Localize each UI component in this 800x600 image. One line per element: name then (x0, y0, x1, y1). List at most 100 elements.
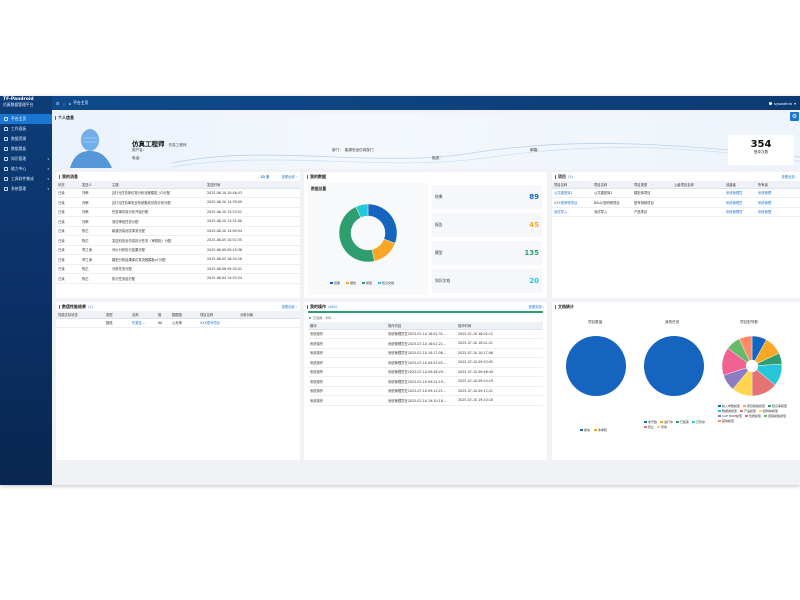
table-row[interactable]: 系统操作 系统管理员在2025-07-10 10:17:06... 2025-07-… (308, 348, 543, 358)
data-total-slice[interactable] (355, 203, 369, 218)
messages-count-badge: 23 条 (260, 175, 270, 179)
table-cell[interactable]: XXX型号项目 (198, 318, 238, 328)
table-row[interactable]: 已读 陈亿 发送机安全仿真执行任务（审核批）分配 2025-06-05 10:52:3… (56, 235, 300, 246)
table-row[interactable]: 已读 陈亿 执行任务结分配 2025-06-04 14:53:24 (56, 273, 300, 284)
table-row[interactable]: 系统操作 系统管理员在2025-07-10 16:01:21... 2025-07-… (308, 338, 543, 349)
stat-box[interactable]: 结果 89 (432, 185, 542, 209)
operations-more-link[interactable]: 查看全部 › (528, 305, 544, 309)
table-row[interactable]: 已读 刘荣 任务单仿真分析开始分配 2025-06-10 13:53:51 (56, 207, 300, 217)
legend-item[interactable]: 数据类模型 (718, 409, 737, 413)
legend-item[interactable]: 进行中 (660, 420, 673, 424)
legend-item[interactable]: 项目模板模型 (743, 404, 765, 408)
legend-item[interactable]: 未开始 (644, 420, 657, 424)
table-cell[interactable]: 系统管理员 (724, 188, 756, 198)
legend-item[interactable]: 暂停 (657, 425, 667, 429)
table-cell[interactable]: 系统管理 (756, 188, 800, 198)
legend-item[interactable]: 报告 (346, 281, 356, 285)
gear-icon (4, 187, 8, 191)
menu-toggle-icon[interactable]: ☰ (56, 100, 60, 106)
table-row[interactable]: 系统操作 系统管理员在2025-07-10 09:24:19... 2025-07-… (308, 376, 543, 387)
sidebar-item-tools[interactable]: 工具软件集成 ▾ (0, 174, 52, 184)
legend-item[interactable]: 其他模型 (718, 419, 734, 423)
table-row[interactable]: 已读 陈亿 分析任务分配 2025-06-06 09:30:42 (56, 264, 300, 274)
legend-item[interactable]: 结果 (330, 281, 340, 285)
data-total-slice[interactable] (367, 203, 398, 244)
data-total-slice[interactable] (371, 238, 396, 262)
stat-box[interactable]: 模型 135 (432, 241, 542, 265)
table-cell[interactable]: 系统管理员 (724, 197, 756, 208)
sidebar-item-capability[interactable]: 能力中心 ▾ (0, 164, 52, 174)
table-cell[interactable]: 系统管理 (756, 207, 800, 217)
legend-item[interactable]: 输入参数模型 (718, 404, 740, 408)
table-row[interactable]: 已读 刘荣 [执行]任务单安全系统集成仿真分析分配 2025-06-10 14:39:… (56, 197, 300, 208)
table-cell[interactable]: 失重性... (130, 318, 156, 328)
field-dept-value: 能源安全仿真部门 (344, 148, 374, 152)
legend-item[interactable]: 产品模型 (740, 409, 756, 413)
table-row[interactable]: 已读 李江涛 评价分析执行结果分配 2025-06-09 09:19:36 (56, 245, 300, 255)
table-row[interactable]: 系统操作 系统管理员在2025-07-10 16:02:32... 2025-07-… (308, 329, 543, 339)
legend-swatch (759, 409, 763, 413)
legend-item[interactable]: 未审核 (594, 428, 607, 432)
legend-item[interactable]: 性能模型 (744, 414, 761, 418)
table-row[interactable]: 系统操作 系统管理员在2025-07-10 19:10:18... 2025-07-… (308, 395, 543, 406)
analysis-more-link[interactable]: 查看全部 › (281, 305, 297, 309)
stat-box[interactable]: 知识文档 20 (432, 269, 542, 293)
chart-title-project-count: 项目数量 (588, 320, 603, 324)
analysis-table-body: 数值 失重性... 60 公允率 XXX型号项目 (56, 318, 300, 328)
my-data-title: 我的数据 (310, 173, 326, 179)
table-row[interactable]: 已读 刘荣 测试审批任务分配 2025-06-10 13:31:00 (56, 216, 300, 227)
messages-more-link[interactable]: 查看全部 › (281, 175, 297, 179)
table-cell[interactable]: 公共模型库1 (552, 188, 592, 198)
chart-title-model-count: 项目型号数 (740, 320, 758, 324)
table-row[interactable]: 测试导入 测试导入 产品项目 系统管理员 系统管理 (552, 207, 800, 217)
sidebar-item-knowledge[interactable]: 知识管理 ▾ (0, 154, 52, 164)
legend-item[interactable]: 已暂停 (692, 420, 705, 424)
table-row[interactable]: 已读 刘荣 [执行]任务单仿真分析流程模型_V2分配 2025-06-10 10:46… (56, 188, 300, 198)
col-creator: 创建者 (724, 181, 756, 189)
table-cell: 2025-06-10 10:46:43 (205, 188, 300, 198)
legend-item[interactable]: 知识文档 (378, 281, 394, 285)
project-count-slice[interactable] (566, 336, 626, 396)
col-data-value: 数据值 (170, 311, 198, 319)
table-cell[interactable]: XXX型研修项目 (552, 197, 592, 208)
legend-item[interactable]: 层级模板模型 (763, 414, 786, 418)
table-row[interactable]: 数值 失重性... 60 公允率 XXX型号项目 (56, 318, 300, 328)
legend-label: 进行中 (664, 420, 674, 424)
table-cell[interactable]: 系统管理 (756, 197, 800, 208)
table-row[interactable]: 系统操作 系统管理员在2025-07-10 09:12:21... 2025-07-… (308, 386, 543, 396)
col-status: 状态 (56, 181, 80, 189)
table-cell: 李江涛 (80, 254, 110, 265)
stat-box[interactable]: 报告 45 (432, 213, 542, 237)
sidebar-item-data-resources[interactable]: 数据资源 (0, 134, 52, 144)
model-count-slice[interactable] (738, 335, 753, 361)
home-icon[interactable]: ⌂ (68, 100, 72, 106)
legend-item[interactable]: CAE BOM模型 (718, 414, 742, 418)
legend-item[interactable]: 已结束 (676, 420, 689, 424)
projects-more-link[interactable]: 查看全部 › (781, 175, 797, 179)
legend-item[interactable]: 结构体模型 (759, 409, 778, 413)
table-cell: 新建仿真测试事务分配 (110, 226, 205, 236)
legend-item[interactable]: 模型 (362, 281, 372, 285)
table-row[interactable]: 公共模型库1 公共模型库1 模型库项目 系统管理员 系统管理 (552, 188, 800, 198)
legend-item[interactable]: 终止 (644, 425, 654, 429)
sidebar-item-system[interactable]: 系统管理 ▾ (0, 184, 52, 194)
table-row[interactable]: 系统操作 系统管理员在2025-07-10 09:46:49... 2025-07-… (308, 367, 543, 377)
settings-gear-icon[interactable]: ⚙ (790, 112, 799, 121)
my-tasks-slice[interactable] (644, 336, 704, 396)
legend-item[interactable]: 模块 (580, 428, 590, 432)
table-cell[interactable]: 测试导入 (552, 207, 592, 217)
table-cell: 系统管理员在2025-07-10 09:24:19... (386, 376, 456, 387)
breadcrumb[interactable]: 平台主页 (73, 100, 89, 105)
sidebar-item-workbench[interactable]: 工作面板 (0, 124, 52, 134)
table-row[interactable]: 已读 李江涛 模型分析结果库仿真流程模板v1分配 2025-06-05 16:34:2… (56, 254, 300, 265)
table-cell[interactable]: 系统管理员 (724, 207, 756, 217)
table-row[interactable]: XXX型研修项目 BAUC型研修项目 型号研制项目 系统管理员 系统管理 (552, 197, 800, 208)
user-menu[interactable]: sysadmin ▾ (768, 101, 796, 106)
table-cell: [执行]任务单安全系统集成仿真分析分配 (110, 197, 205, 208)
sidebar-item-home[interactable]: 平台主页 (0, 114, 52, 124)
legend-item[interactable]: 知识库模型 (768, 404, 787, 408)
sidebar-item-data-board[interactable]: 数据看板 (0, 144, 52, 154)
table-row[interactable]: 已读 陈亿 新建仿真测试事务分配 2025-06-10 14:09:54 (56, 226, 300, 236)
table-cell: 2025-06-05 16:34:28 (205, 254, 300, 265)
table-row[interactable]: 系统操作 系统管理员在2025-07-10 09:53:45... 2025-07-… (308, 357, 543, 368)
